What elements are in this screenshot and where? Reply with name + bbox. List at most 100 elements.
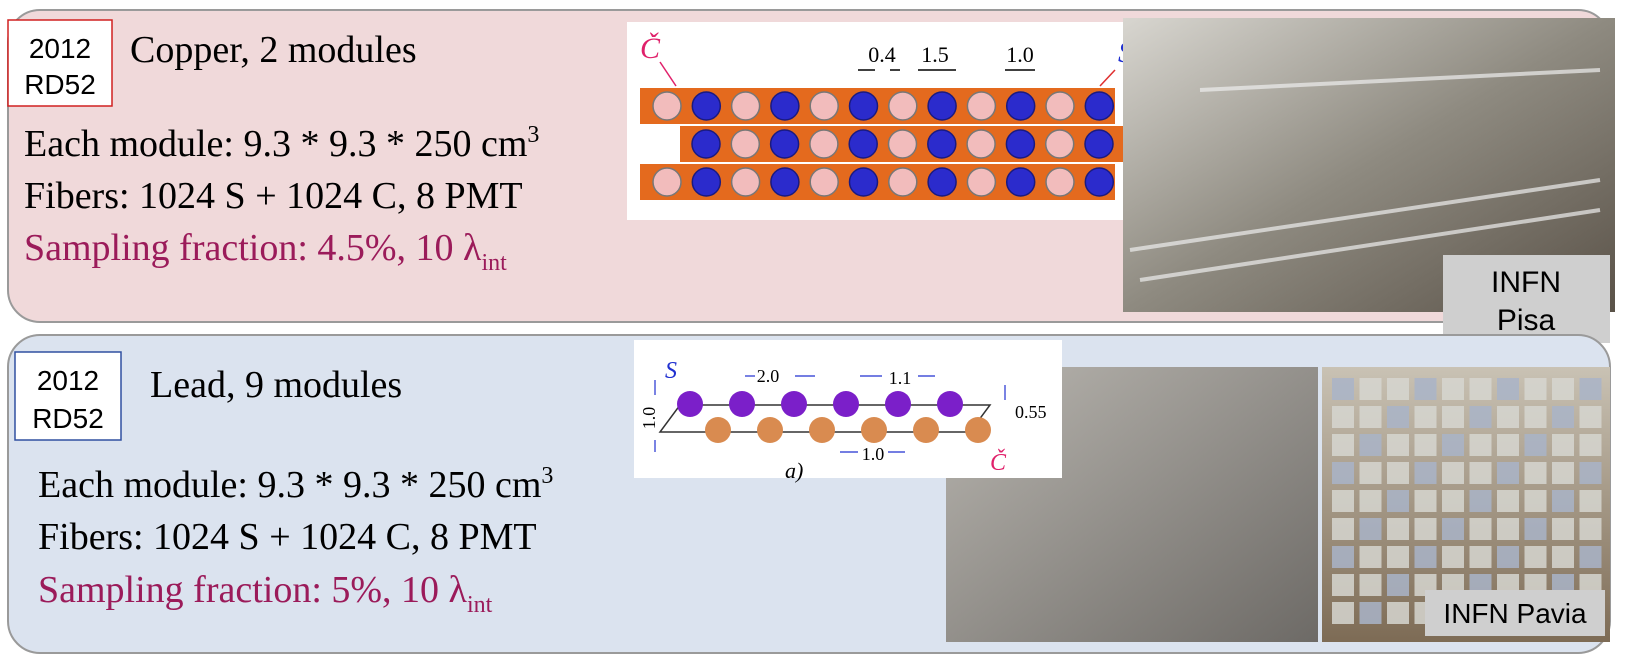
fiber <box>1045 167 1075 197</box>
photo-cell <box>1524 462 1547 484</box>
photo-cell <box>1332 546 1354 568</box>
photo-detail <box>1129 68 1601 282</box>
photo-cell <box>1387 406 1409 428</box>
fibers-line: Fibers: 1024 S + 1024 C, 8 PMT <box>38 516 537 558</box>
photo-cell <box>1332 406 1354 428</box>
photo-cell <box>1442 546 1464 568</box>
photo-cell <box>1332 490 1354 512</box>
fiber <box>965 417 991 443</box>
fiber <box>1005 91 1036 121</box>
fiber <box>770 167 800 197</box>
fiber <box>730 167 761 197</box>
photo-cell <box>1359 574 1382 596</box>
photo-cell <box>1552 406 1574 428</box>
fiber <box>861 417 887 443</box>
sampling-line: Sampling fraction: 5%, 10 λint <box>38 569 493 618</box>
fiber <box>691 129 721 159</box>
photo-cell <box>1332 378 1354 400</box>
photo-cell <box>1469 518 1492 540</box>
fiber-diagram <box>640 88 1165 200</box>
fiber <box>927 129 957 159</box>
fiber <box>927 91 957 121</box>
photo-cell <box>1579 490 1602 512</box>
subscript: int <box>481 250 507 276</box>
fiber <box>729 391 755 417</box>
fiber <box>770 91 800 121</box>
diagram-label: 1.5 <box>921 42 949 67</box>
photo-cell <box>1579 378 1602 400</box>
photo-cell <box>1387 378 1409 400</box>
superscript: 3 <box>541 463 553 489</box>
photo-cell <box>1524 490 1547 512</box>
photo-cell <box>1524 518 1547 540</box>
photo-caption: INFN Pavia <box>1443 598 1587 629</box>
photo-cell <box>1387 602 1409 624</box>
diagram-label: 2.0 <box>757 366 780 386</box>
fiber <box>848 167 879 197</box>
panel-title: Copper, 2 modules <box>130 29 417 71</box>
photo-cell <box>1552 490 1574 512</box>
photo-cell <box>1387 434 1409 456</box>
photo-cell <box>1552 546 1574 568</box>
photo-caption: Pisa <box>1497 304 1556 337</box>
photo-cell <box>1387 546 1409 568</box>
photo-cell <box>1414 378 1437 400</box>
photo-cell <box>1359 406 1382 428</box>
photo-cell <box>1442 490 1464 512</box>
diagram-label: 1.0 <box>862 444 885 464</box>
module-line: Each module: 9.3 * 9.3 * 250 cm3 <box>38 463 553 506</box>
photo-cell <box>1332 462 1354 484</box>
fiber <box>769 129 800 159</box>
photo-cell <box>1497 462 1519 484</box>
photo-cell <box>1524 546 1547 568</box>
fiber <box>781 391 807 417</box>
badge-year: 2012 <box>37 365 99 396</box>
fiber <box>1045 91 1075 121</box>
badge <box>7 19 113 107</box>
photo-cell <box>1469 462 1492 484</box>
photo-cell <box>1442 518 1464 540</box>
photo-cell <box>1359 602 1382 624</box>
fiber <box>1084 129 1114 159</box>
fiber <box>848 129 878 159</box>
fiber <box>691 91 722 121</box>
fiber <box>809 91 839 121</box>
fiber <box>966 129 996 159</box>
module-text: Each module: 9.3 * 9.3 * 250 cm <box>38 464 541 506</box>
dimension-lines <box>654 375 1006 453</box>
photo-cell <box>1524 434 1547 456</box>
fiber <box>913 417 939 443</box>
fiber <box>885 391 911 417</box>
photo-cell <box>1359 462 1382 484</box>
diagram-label: 1.0 <box>1006 42 1034 67</box>
photo-cell <box>1579 518 1602 540</box>
photo-cell <box>1414 546 1437 568</box>
fiber <box>730 91 761 121</box>
photo-cell <box>1524 406 1547 428</box>
diagram-label: Č <box>990 449 1007 476</box>
fiber <box>1044 129 1075 159</box>
fiber <box>809 129 839 159</box>
badge-label: RD52 <box>24 69 96 100</box>
photo-cell <box>1332 574 1354 596</box>
photo-caption: INFN <box>1491 266 1561 299</box>
photo-cell <box>1469 406 1492 428</box>
photo-cell <box>1579 462 1602 484</box>
badge <box>14 351 122 441</box>
photo-cell <box>1552 378 1574 400</box>
photo-cell <box>1332 518 1354 540</box>
fiber <box>888 91 918 121</box>
photo-cell <box>1387 574 1409 596</box>
diagram-label: 0.55 <box>1015 402 1047 422</box>
fiber <box>652 91 682 121</box>
diagram-label: 1.0 <box>639 407 659 430</box>
photo-cell <box>1579 546 1602 568</box>
photo-cell <box>1469 546 1492 568</box>
photo-cell <box>1442 462 1464 484</box>
diagram-label: Č <box>640 32 661 65</box>
fibers-line: Fibers: 1024 S + 1024 C, 8 PMT <box>24 175 523 217</box>
photo-cell <box>1387 490 1409 512</box>
sampling-line: Sampling fraction: 4.5%, 10 λint <box>24 227 507 276</box>
fiber <box>966 91 997 121</box>
